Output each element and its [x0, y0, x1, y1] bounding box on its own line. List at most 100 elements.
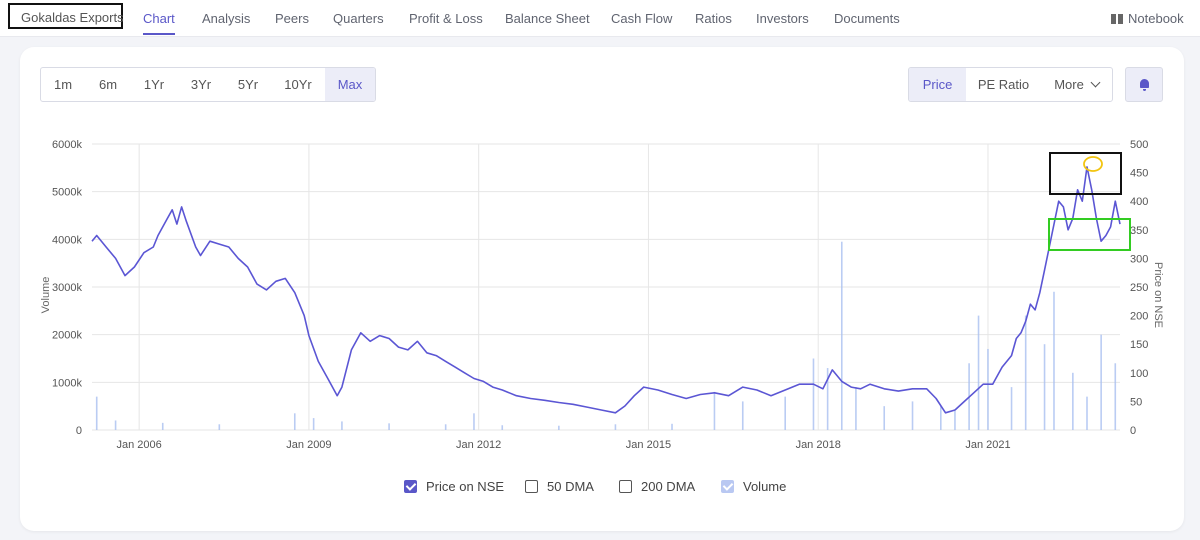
legend-label: 200 DMA: [641, 479, 696, 494]
tab-balance-sheet[interactable]: Balance Sheet: [505, 11, 590, 26]
price-series-line: [91, 166, 1121, 414]
y-right-axis-title: Price on NSE: [1152, 262, 1164, 328]
legend-label: Volume: [743, 479, 787, 494]
checkbox-checked-icon: [404, 480, 417, 493]
volume-bar: [883, 406, 886, 430]
price-volume-chart: 0 1000k 2000k 3000k 4000k 5000k 6000k 0 50 100 150…: [40, 139, 1164, 451]
chart-card: 1m 6m 1Yr 3Yr 5Yr 10Yr Max Price PE Rati…: [20, 47, 1184, 531]
pe-ratio-button[interactable]: PE Ratio: [977, 77, 1030, 92]
volume-bar: [855, 387, 857, 430]
notebook-label: Notebook: [1128, 11, 1184, 26]
volume-bar: [1086, 396, 1088, 430]
x-tick-label: Jan 2012: [456, 439, 501, 451]
y-right-tick-label: 450: [1130, 168, 1148, 180]
book-icon: [1111, 14, 1123, 24]
tab-ratios[interactable]: Ratios: [695, 11, 732, 26]
volume-bar: [1100, 334, 1102, 430]
notebook-link[interactable]: Notebook: [1111, 0, 1184, 36]
y-left-tick-label: 6000k: [52, 139, 82, 151]
x-tick-label: Jan 2015: [626, 439, 671, 451]
tab-profit-loss[interactable]: Profit & Loss: [409, 11, 483, 26]
bell-icon: [1140, 79, 1149, 91]
volume-bar: [341, 421, 343, 430]
price-button[interactable]: Price: [909, 68, 966, 101]
more-label: More: [1054, 77, 1084, 92]
volume-bar: [312, 418, 315, 430]
volume-bar: [293, 413, 296, 430]
tab-cash-flow[interactable]: Cash Flow: [611, 11, 673, 26]
y-left-tick-label: 3000k: [52, 282, 82, 294]
x-tick-label: Jan 2006: [117, 439, 162, 451]
y-left-tick-label: 5000k: [52, 187, 82, 199]
y-right-tick-label: 350: [1130, 225, 1148, 237]
tab-documents[interactable]: Documents: [834, 11, 900, 26]
y-right-tick-label: 400: [1130, 196, 1148, 208]
y-right-tick-label: 300: [1130, 253, 1148, 265]
y-right-tick-label: 50: [1130, 396, 1142, 408]
tab-investors[interactable]: Investors: [756, 11, 809, 26]
x-tick-label: Jan 2021: [965, 439, 1010, 451]
alert-button[interactable]: [1125, 67, 1163, 102]
volume-bar: [987, 348, 989, 430]
tab-chart[interactable]: Chart: [143, 0, 175, 36]
volume-bar: [444, 424, 447, 430]
range-6m-button[interactable]: 6m: [98, 77, 118, 92]
volume-bar: [741, 401, 744, 430]
volume-bar: [977, 315, 980, 430]
company-name[interactable]: Gokaldas Exports: [8, 3, 124, 29]
volume-bar: [388, 423, 390, 430]
volume-bar: [161, 422, 164, 430]
volume-bar: [954, 410, 956, 430]
volume-bar: [218, 424, 221, 430]
annotation-yellow-circle: [1083, 156, 1103, 172]
range-5yr-button[interactable]: 5Yr: [237, 77, 259, 92]
legend-price-on-nse[interactable]: Price on NSE: [404, 478, 504, 496]
more-dropdown[interactable]: More: [1041, 68, 1112, 101]
volume-bar: [1114, 363, 1117, 430]
range-1yr-button[interactable]: 1Yr: [143, 77, 165, 92]
volume-bar: [501, 425, 504, 430]
range-3yr-button[interactable]: 3Yr: [190, 77, 212, 92]
y-right-tick-label: 500: [1130, 139, 1148, 151]
volume-bar: [671, 423, 673, 430]
legend-50-dma[interactable]: 50 DMA: [525, 478, 594, 496]
checkbox-empty-icon: [525, 480, 538, 493]
price-line-group: [91, 166, 1121, 414]
tab-analysis[interactable]: Analysis: [202, 11, 251, 26]
volume-bar: [1024, 315, 1027, 430]
range-10yr-button[interactable]: 10Yr: [284, 77, 312, 92]
volume-bar: [614, 424, 617, 430]
volume-bar: [1053, 291, 1055, 430]
volume-bar: [95, 396, 98, 430]
annotation-black-box: [1049, 152, 1122, 195]
volume-bar: [840, 241, 843, 430]
range-1m-button[interactable]: 1m: [53, 77, 73, 92]
metric-selector: Price PE Ratio More: [908, 67, 1113, 102]
volume-bar: [558, 425, 560, 430]
y-left-tick-label: 0: [76, 425, 82, 437]
y-right-tick-label: 250: [1130, 282, 1148, 294]
checkbox-checked-icon: [721, 480, 734, 493]
range-max-button[interactable]: Max: [325, 68, 375, 101]
legend-200-dma[interactable]: 200 DMA: [619, 478, 695, 496]
axis-ticks: 0 1000k 2000k 3000k 4000k 5000k 6000k 0 50 100 150…: [52, 139, 1148, 451]
tab-peers[interactable]: Peers: [275, 11, 309, 26]
legend-volume[interactable]: Volume: [721, 478, 786, 496]
y-right-tick-label: 100: [1130, 368, 1148, 380]
volume-bar: [812, 358, 815, 430]
y-left-tick-label: 1000k: [52, 377, 82, 389]
x-tick-label: Jan 2018: [796, 439, 841, 451]
volume-bar: [713, 391, 716, 430]
checkbox-empty-icon: [619, 480, 632, 493]
volume-bar: [1010, 387, 1013, 430]
y-left-tick-label: 4000k: [52, 234, 82, 246]
range-selector: 1m 6m 1Yr 3Yr 5Yr 10Yr Max: [40, 67, 376, 102]
annotation-green-box: [1048, 218, 1131, 251]
y-left-axis-title: Volume: [40, 277, 52, 314]
volume-bar: [1072, 372, 1074, 430]
tab-quarters[interactable]: Quarters: [333, 11, 384, 26]
x-tick-label: Jan 2009: [286, 439, 331, 451]
y-right-tick-label: 150: [1130, 339, 1148, 351]
volume-bar: [911, 401, 914, 430]
volume-bars: [95, 241, 1117, 430]
